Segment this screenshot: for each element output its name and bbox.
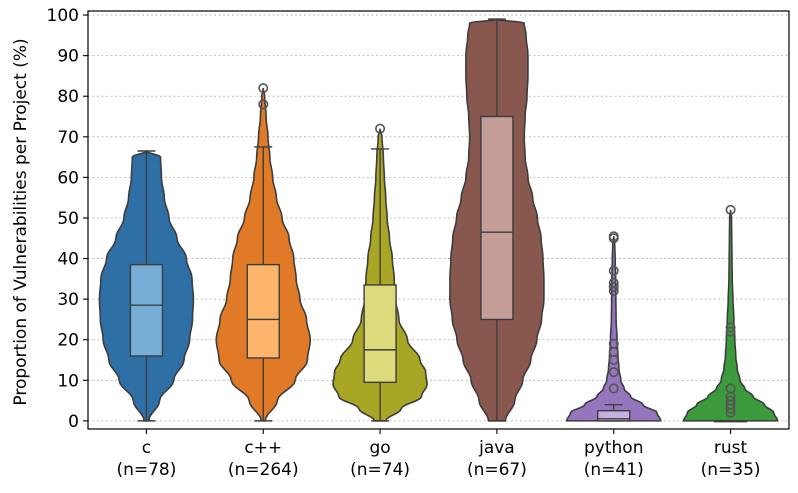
y-tick-label: 70 (57, 128, 79, 148)
outlier-python (608, 277, 619, 288)
box-java (480, 115, 514, 321)
violin-group-go (332, 123, 428, 422)
violin-rust (682, 209, 779, 422)
outlier-rust (725, 383, 736, 394)
y-tick-label: 10 (57, 371, 79, 391)
y-tick-label: 80 (57, 87, 79, 107)
outlier-rust (725, 395, 736, 406)
x-tick-count-rust: (n=35) (701, 460, 761, 480)
x-tick-count-python: (n=41) (584, 460, 644, 480)
y-tick-label: 20 (57, 331, 79, 351)
y-axis-label: Proportion of Vulnerabilities per Projec… (11, 38, 31, 405)
outlier-python (608, 265, 619, 276)
outlier-python (608, 281, 619, 292)
y-tick-label: 100 (47, 6, 79, 26)
outlier-c++ (258, 83, 269, 94)
y-tick-label: 0 (68, 412, 79, 432)
violin-group-c (98, 149, 195, 422)
y-axis: 0 10 20 30 40 50 60 70 80 90 100 (47, 6, 88, 432)
x-tick-label-java: java (478, 438, 515, 458)
x-tick-label-c: c (142, 438, 151, 458)
x-tick-label-c++: c++ (244, 438, 282, 458)
y-tick-label: 60 (57, 168, 79, 188)
outlier-python (608, 338, 619, 349)
x-axis: c(n=78) c++(n=264) go(n=74) java(n=67) pytho… (116, 429, 761, 480)
x-tick-count-go: (n=74) (350, 460, 410, 480)
violin-series (98, 18, 779, 423)
x-tick-count-c: (n=78) (116, 460, 176, 480)
violin-group-java (449, 18, 545, 422)
box-python (597, 410, 631, 422)
outlier-go (375, 123, 386, 134)
outlier-rust (725, 326, 736, 337)
outlier-c++ (258, 99, 269, 110)
x-tick-count-java: (n=67) (467, 460, 527, 480)
violin-group-rust (682, 204, 779, 423)
violin-group-c++ (215, 83, 312, 422)
box-c++ (246, 263, 280, 359)
box-c (129, 263, 164, 357)
plot-frame (87, 10, 790, 430)
outlier-rust (725, 322, 736, 333)
outlier-python (608, 383, 619, 394)
x-tick-label-rust: rust (714, 438, 748, 458)
x-tick-label-python: python (584, 438, 643, 458)
outlier-python (608, 367, 619, 378)
outlier-rust (725, 204, 736, 215)
violin-python (565, 236, 662, 422)
y-tick-label: 50 (57, 209, 79, 229)
y-tick-label: 30 (57, 290, 79, 310)
outlier-python (608, 231, 619, 242)
violin-group-python (565, 231, 662, 422)
x-tick-label-go: go (369, 438, 390, 458)
y-tick-label: 90 (57, 47, 79, 67)
x-tick-count-c++: (n=264) (228, 460, 299, 480)
grid-lines (88, 14, 789, 422)
box-go (363, 284, 397, 384)
y-tick-label: 40 (57, 250, 79, 270)
